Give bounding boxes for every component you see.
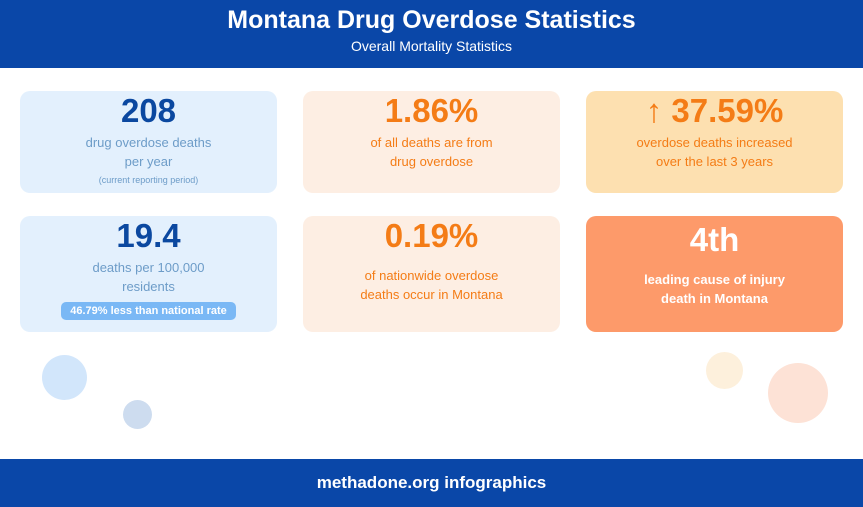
stat-label: of all deaths are from: [370, 135, 493, 150]
stat-label: leading cause of injury: [644, 272, 785, 287]
stat-card: 4th leading cause of injury death in Monta…: [586, 216, 843, 332]
decor-circle: [768, 363, 828, 423]
stat-label: of nationwide overdose: [364, 268, 499, 283]
decor-circle: [42, 355, 87, 400]
stat-value: 19.4: [116, 217, 181, 254]
stat-label: residents: [122, 279, 175, 294]
footer: methadone.org infographics: [0, 459, 863, 507]
title: Montana Drug Overdose Statistics: [227, 6, 636, 34]
stat-value: 1.86%: [384, 92, 479, 129]
header: Montana Drug Overdose Statistics Overall…: [0, 0, 863, 68]
stat-label: drug overdose: [389, 154, 474, 169]
stat-label: per year: [124, 154, 173, 169]
stat-card: 19.4 deaths per 100,000 residents 46.79% le…: [20, 216, 277, 332]
stat-card: 1.86% of all deaths are from drug overdose: [303, 91, 560, 193]
stat-label: overdose deaths increased: [636, 135, 793, 150]
badge-wrap: 46.79% less than national rate: [20, 296, 277, 320]
stat-label: death in Montana: [661, 291, 768, 306]
decor-circle: [706, 352, 743, 389]
stat-value: 4th: [689, 221, 740, 258]
stat-card: 0.19% of nationwide overdose deaths occur …: [303, 216, 560, 332]
stat-label: deaths occur in Montana: [360, 287, 503, 302]
subtitle: Overall Mortality Statistics: [350, 38, 513, 54]
badge: 46.79% less than national rate: [61, 302, 236, 320]
stat-label: over the last 3 years: [655, 154, 774, 169]
stat-label: drug overdose deaths: [85, 135, 212, 150]
stat-value: 0.19%: [384, 217, 479, 254]
stat-note: (current reporting period): [98, 175, 199, 185]
stat-value: 208: [120, 92, 177, 129]
stat-value: ↑ 37.59%: [645, 92, 784, 129]
stat-card: 208 drug overdose deaths per year (current …: [20, 91, 277, 193]
decor-circle: [123, 400, 152, 429]
stat-card: ↑ 37.59% overdose deaths increased over th…: [586, 91, 843, 193]
stat-label: deaths per 100,000: [92, 260, 205, 275]
